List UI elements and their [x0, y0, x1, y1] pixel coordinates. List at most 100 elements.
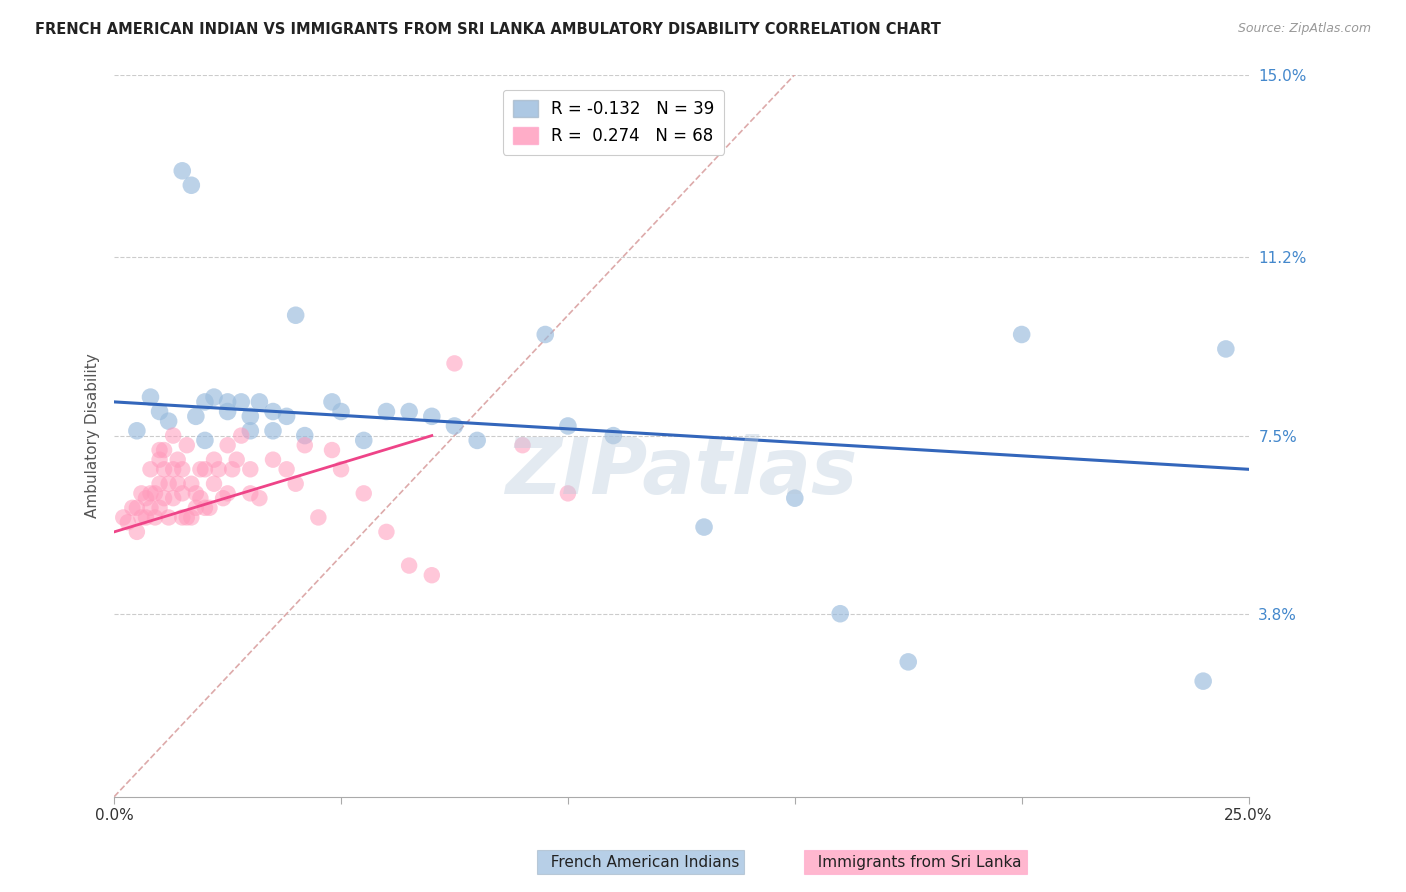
Point — [321, 443, 343, 458]
Point — [420, 568, 443, 582]
Point — [294, 438, 316, 452]
Point — [117, 515, 139, 529]
Point — [330, 462, 353, 476]
Point — [239, 462, 262, 476]
Point — [353, 434, 375, 448]
Point — [262, 404, 284, 418]
Point — [139, 462, 162, 476]
Point — [172, 510, 194, 524]
Point — [375, 404, 398, 418]
Point — [1192, 674, 1215, 689]
Point — [166, 476, 188, 491]
Point — [180, 510, 202, 524]
Point — [121, 500, 143, 515]
Point — [262, 452, 284, 467]
Point — [602, 428, 624, 442]
Point — [157, 510, 180, 524]
Point — [148, 476, 170, 491]
Point — [148, 443, 170, 458]
Text: ZIPatlas: ZIPatlas — [505, 434, 858, 509]
Point — [398, 558, 420, 573]
Point — [217, 395, 239, 409]
Point — [1011, 327, 1033, 342]
Point — [231, 428, 253, 442]
Point — [184, 500, 207, 515]
Point — [307, 510, 329, 524]
Point — [172, 486, 194, 500]
Point — [897, 655, 920, 669]
Point — [180, 476, 202, 491]
Point — [512, 438, 534, 452]
Point — [207, 462, 229, 476]
Point — [321, 395, 343, 409]
Point — [148, 404, 170, 418]
Point — [284, 308, 307, 322]
Point — [176, 510, 198, 524]
Point — [693, 520, 716, 534]
Point — [166, 452, 188, 467]
Text: FRENCH AMERICAN INDIAN VS IMMIGRANTS FROM SRI LANKA AMBULATORY DISABILITY CORREL: FRENCH AMERICAN INDIAN VS IMMIGRANTS FRO… — [35, 22, 941, 37]
Point — [162, 491, 184, 506]
Y-axis label: Ambulatory Disability: Ambulatory Disability — [86, 353, 100, 518]
Point — [225, 452, 247, 467]
Point — [153, 462, 176, 476]
Point — [162, 462, 184, 476]
Point — [162, 428, 184, 442]
Point — [131, 486, 153, 500]
Point — [198, 500, 221, 515]
Point — [353, 486, 375, 500]
Point — [202, 476, 225, 491]
Point — [143, 510, 166, 524]
Point — [139, 500, 162, 515]
Point — [276, 409, 298, 424]
Point — [465, 434, 488, 448]
Point — [112, 510, 135, 524]
Point — [247, 395, 270, 409]
Point — [202, 452, 225, 467]
Point — [262, 424, 284, 438]
Point — [190, 462, 212, 476]
Point — [557, 419, 579, 434]
Text: Source: ZipAtlas.com: Source: ZipAtlas.com — [1237, 22, 1371, 36]
Point — [172, 163, 194, 178]
Point — [125, 524, 148, 539]
Point — [194, 500, 217, 515]
Point — [135, 510, 157, 524]
Point — [190, 491, 212, 506]
Point — [131, 510, 153, 524]
Point — [139, 486, 162, 500]
Point — [420, 409, 443, 424]
Point — [217, 486, 239, 500]
Point — [217, 404, 239, 418]
Point — [783, 491, 806, 506]
Point — [276, 462, 298, 476]
Point — [534, 327, 557, 342]
Text: French American Indians: French American Indians — [541, 855, 740, 870]
Point — [557, 486, 579, 500]
Point — [284, 476, 307, 491]
Point — [330, 404, 353, 418]
Point — [443, 356, 465, 370]
Point — [148, 452, 170, 467]
Point — [830, 607, 852, 621]
Point — [135, 491, 157, 506]
Point — [157, 414, 180, 428]
Point — [153, 491, 176, 506]
Point — [139, 390, 162, 404]
Point — [231, 395, 253, 409]
Legend: R = -0.132   N = 39, R =  0.274   N = 68: R = -0.132 N = 39, R = 0.274 N = 68 — [502, 90, 724, 154]
Point — [202, 390, 225, 404]
Point — [125, 500, 148, 515]
Point — [239, 424, 262, 438]
Point — [212, 491, 235, 506]
Point — [239, 409, 262, 424]
Point — [172, 462, 194, 476]
Point — [153, 443, 176, 458]
Point — [194, 434, 217, 448]
Point — [221, 462, 243, 476]
Point — [239, 486, 262, 500]
Point — [398, 404, 420, 418]
Point — [125, 424, 148, 438]
Point — [180, 178, 202, 193]
Point — [194, 462, 217, 476]
